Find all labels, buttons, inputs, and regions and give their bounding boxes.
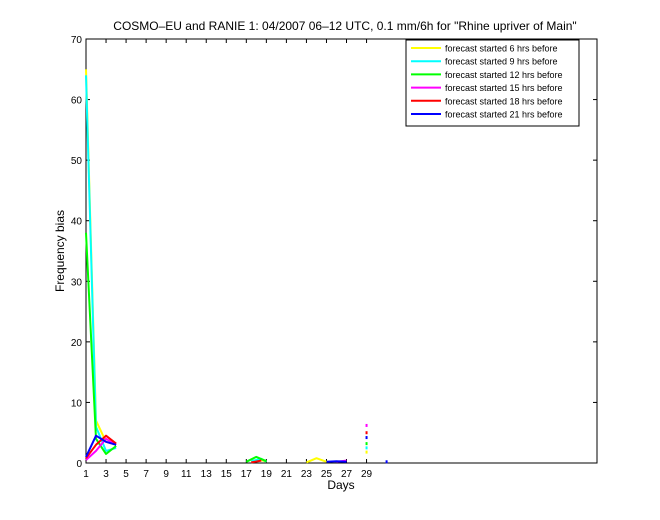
x-tick-label: 3 <box>103 469 109 480</box>
y-tick-label: 10 <box>71 398 83 409</box>
y-tick-label: 40 <box>71 217 83 228</box>
x-axis: 1 3 5 7 9 11 13 15 17 19 21 23 25 27 29 <box>83 39 373 480</box>
x-tick-label: 27 <box>341 469 353 480</box>
chart-title: COSMO–EU and RANIE 1: 04/2007 06–12 UTC,… <box>113 19 576 33</box>
x-tick-label: 25 <box>321 469 333 480</box>
legend-label-2: forecast started 9 hrs before <box>445 57 558 67</box>
series-point-2 <box>365 446 368 450</box>
series-line-1 <box>306 457 327 464</box>
x-tick-label: 7 <box>143 469 149 480</box>
x-tick-label: 19 <box>261 469 273 480</box>
x-tick-label: 11 <box>181 469 192 480</box>
x-axis-label: Days <box>327 478 354 492</box>
y-axis: 0 10 20 30 40 50 60 70 <box>71 35 597 470</box>
y-tick-label: 0 <box>76 459 82 470</box>
series-layer <box>85 69 388 464</box>
legend-label-6: forecast started 21 hrs before <box>445 110 563 120</box>
series-line-5 <box>251 459 262 464</box>
x-tick-label: 5 <box>123 469 129 480</box>
y-axis-label: Frequency bias <box>53 210 67 292</box>
legend-label-3: forecast started 12 hrs before <box>445 70 563 80</box>
y-tick-label: 20 <box>71 338 83 349</box>
series-line-4 <box>85 437 117 461</box>
x-tick-label: 15 <box>221 469 233 480</box>
legend-items: forecast started 6 hrs before forecast st… <box>411 44 563 120</box>
legend-label-5: forecast started 18 hrs before <box>445 96 563 106</box>
legend-label-1: forecast started 6 hrs before <box>445 44 558 54</box>
series-point-5 <box>365 431 368 435</box>
series-point-6 <box>365 436 368 440</box>
y-tick-label: 70 <box>71 35 83 46</box>
y-tick-label: 50 <box>71 156 83 167</box>
legend: forecast started 6 hrs before forecast st… <box>405 39 580 127</box>
series-line-3 <box>245 455 267 463</box>
series-point-3 <box>365 442 368 446</box>
y-tick-label: 30 <box>71 277 83 288</box>
legend-label-4: forecast started 15 hrs before <box>445 83 563 93</box>
x-tick-label: 9 <box>163 469 169 480</box>
series-line-5 <box>85 434 117 459</box>
x-tick-label: 21 <box>281 469 293 480</box>
y-tick-label: 60 <box>71 96 83 107</box>
x-tick-label: 23 <box>301 469 313 480</box>
series-point-6 <box>385 460 388 464</box>
series-line-6 <box>85 434 117 458</box>
series-point-1 <box>365 450 368 454</box>
series-point-4 <box>365 423 368 427</box>
x-tick-label: 29 <box>361 469 373 480</box>
legend-box <box>405 39 580 127</box>
x-tick-label: 17 <box>241 469 253 480</box>
x-tick-label: 13 <box>201 469 213 480</box>
series-line-6 <box>326 460 347 463</box>
x-tick-label: 1 <box>83 469 89 480</box>
